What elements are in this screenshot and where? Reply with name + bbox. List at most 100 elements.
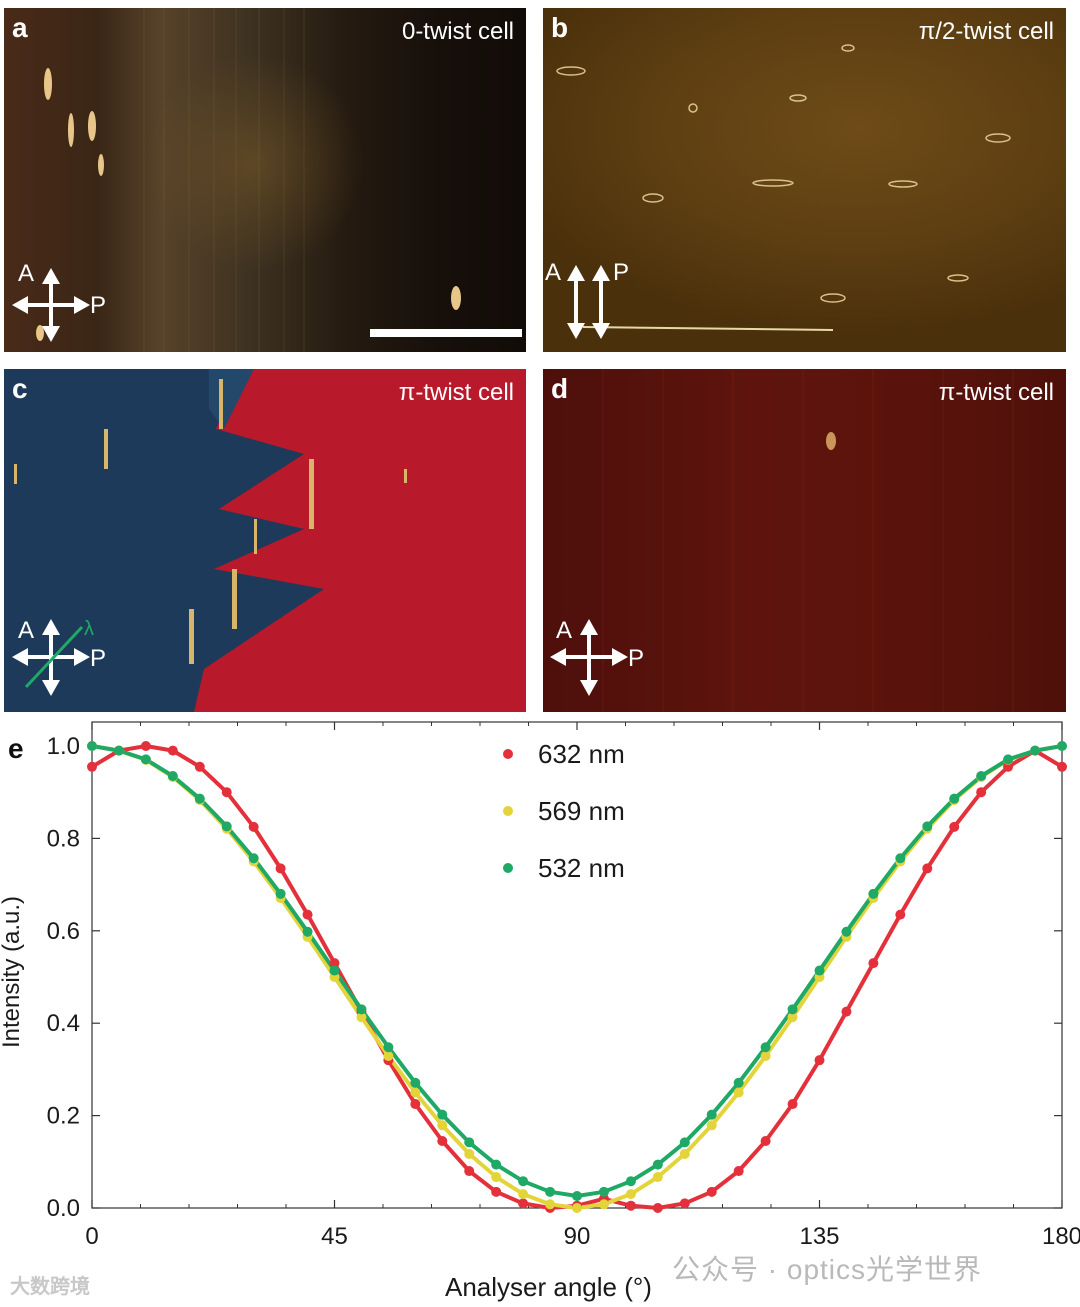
data-point <box>679 1198 690 1209</box>
x-tick-label: 90 <box>564 1223 591 1250</box>
data-point <box>868 958 879 969</box>
analyser-label: A <box>556 617 572 644</box>
panel-letter: c <box>12 373 28 404</box>
crossed-polarisers-icon: A P <box>550 617 644 696</box>
y-tick-label: 0.8 <box>47 825 80 852</box>
data-point <box>1057 761 1067 772</box>
data-point <box>652 1172 663 1183</box>
data-point <box>706 1109 717 1120</box>
data-point <box>841 1006 852 1017</box>
data-point <box>140 754 151 765</box>
data-point <box>545 1199 556 1210</box>
data-point <box>706 1120 717 1131</box>
data-point <box>221 821 232 832</box>
data-point <box>221 787 232 798</box>
data-point <box>410 1077 421 1088</box>
y-tick-label: 1.0 <box>47 733 80 760</box>
data-point <box>194 793 205 804</box>
legend-marker <box>503 863 513 873</box>
data-point <box>868 888 879 899</box>
data-point <box>949 793 960 804</box>
panel-letter: d <box>551 373 569 404</box>
y-tick-label: 0.0 <box>47 1195 80 1222</box>
legend-label: 532 nm <box>538 853 625 883</box>
data-point <box>625 1176 636 1187</box>
data-point <box>760 1042 771 1053</box>
data-point <box>1003 761 1014 772</box>
data-point <box>976 787 987 798</box>
data-point <box>652 1203 663 1213</box>
data-point <box>1030 745 1041 756</box>
polariser-label: P <box>90 645 106 672</box>
parallel-polarisers-icon: A P <box>545 259 629 339</box>
data-point <box>194 761 205 772</box>
data-point <box>787 1004 798 1015</box>
x-tick-label: 0 <box>85 1223 98 1250</box>
data-point <box>248 853 259 864</box>
data-point <box>356 1012 367 1023</box>
data-point <box>814 1055 825 1066</box>
watermark-right: 公众号 · optics光学世界 <box>672 1254 983 1285</box>
data-point <box>167 771 178 782</box>
panel-letter: b <box>551 12 569 43</box>
data-point <box>733 1166 744 1177</box>
data-point <box>410 1099 421 1110</box>
data-point <box>383 1042 394 1053</box>
panel-letter: a <box>12 12 28 43</box>
data-point <box>733 1087 744 1098</box>
data-point <box>464 1166 475 1177</box>
data-point <box>841 926 852 937</box>
plot-frame <box>91 721 1063 1209</box>
data-point <box>706 1186 717 1197</box>
data-point <box>598 1186 609 1197</box>
data-point <box>625 1189 636 1200</box>
legend-label: 632 nm <box>538 739 625 769</box>
data-point <box>652 1159 663 1170</box>
data-point <box>949 821 960 832</box>
data-point <box>518 1176 529 1187</box>
data-point <box>1057 741 1067 751</box>
panel-d-texture <box>602 369 1014 712</box>
data-point <box>518 1189 529 1200</box>
panel-title: 0-twist cell <box>401 18 514 45</box>
data-point <box>437 1136 448 1147</box>
data-point <box>922 821 933 832</box>
crossed-polarisers-waveplate-icon: A P λ <box>12 617 106 696</box>
data-point <box>464 1137 475 1148</box>
data-point <box>491 1172 502 1183</box>
data-point <box>167 745 178 756</box>
data-point <box>545 1186 556 1197</box>
intensity-vs-angle-chart: 0.0 0.2 0.4 0.6 0.8 1.0 0 45 90 135 180 632 nm 569 n… <box>47 721 1080 1250</box>
data-point <box>895 853 906 864</box>
panel-letter: e <box>8 733 24 764</box>
x-tick-label: 45 <box>321 1223 348 1250</box>
panel-d-micrograph: d π-twist cell A P <box>543 369 1066 712</box>
data-point <box>113 745 124 756</box>
data-point <box>491 1186 502 1197</box>
y-tick-label: 0.6 <box>47 918 80 945</box>
legend-label: 569 nm <box>538 796 625 826</box>
data-point <box>302 926 313 937</box>
data-point <box>464 1148 475 1159</box>
analyser-label: A <box>18 617 34 644</box>
y-axis-title: Intensity (a.u.) <box>0 895 25 1049</box>
legend-marker <box>503 749 513 759</box>
waveplate-label: λ <box>84 618 94 640</box>
data-point <box>976 771 987 782</box>
data-point <box>625 1200 636 1211</box>
y-tick-label: 0.4 <box>47 1010 80 1037</box>
data-point <box>787 1099 798 1110</box>
panel-a-texture <box>36 8 522 352</box>
data-point <box>1003 754 1014 765</box>
data-point <box>410 1087 421 1098</box>
x-axis-title: Analyser angle (°) <box>445 1272 652 1302</box>
panel-a-micrograph: a 0-twist cell A P <box>4 8 526 352</box>
data-point <box>787 1012 798 1023</box>
data-point <box>679 1148 690 1159</box>
data-point <box>87 741 97 751</box>
polariser-label: P <box>613 259 629 286</box>
data-point <box>275 888 286 899</box>
data-point <box>572 1203 582 1213</box>
panel-b-micrograph: b π/2-twist cell A P <box>543 8 1066 352</box>
data-point <box>733 1077 744 1088</box>
